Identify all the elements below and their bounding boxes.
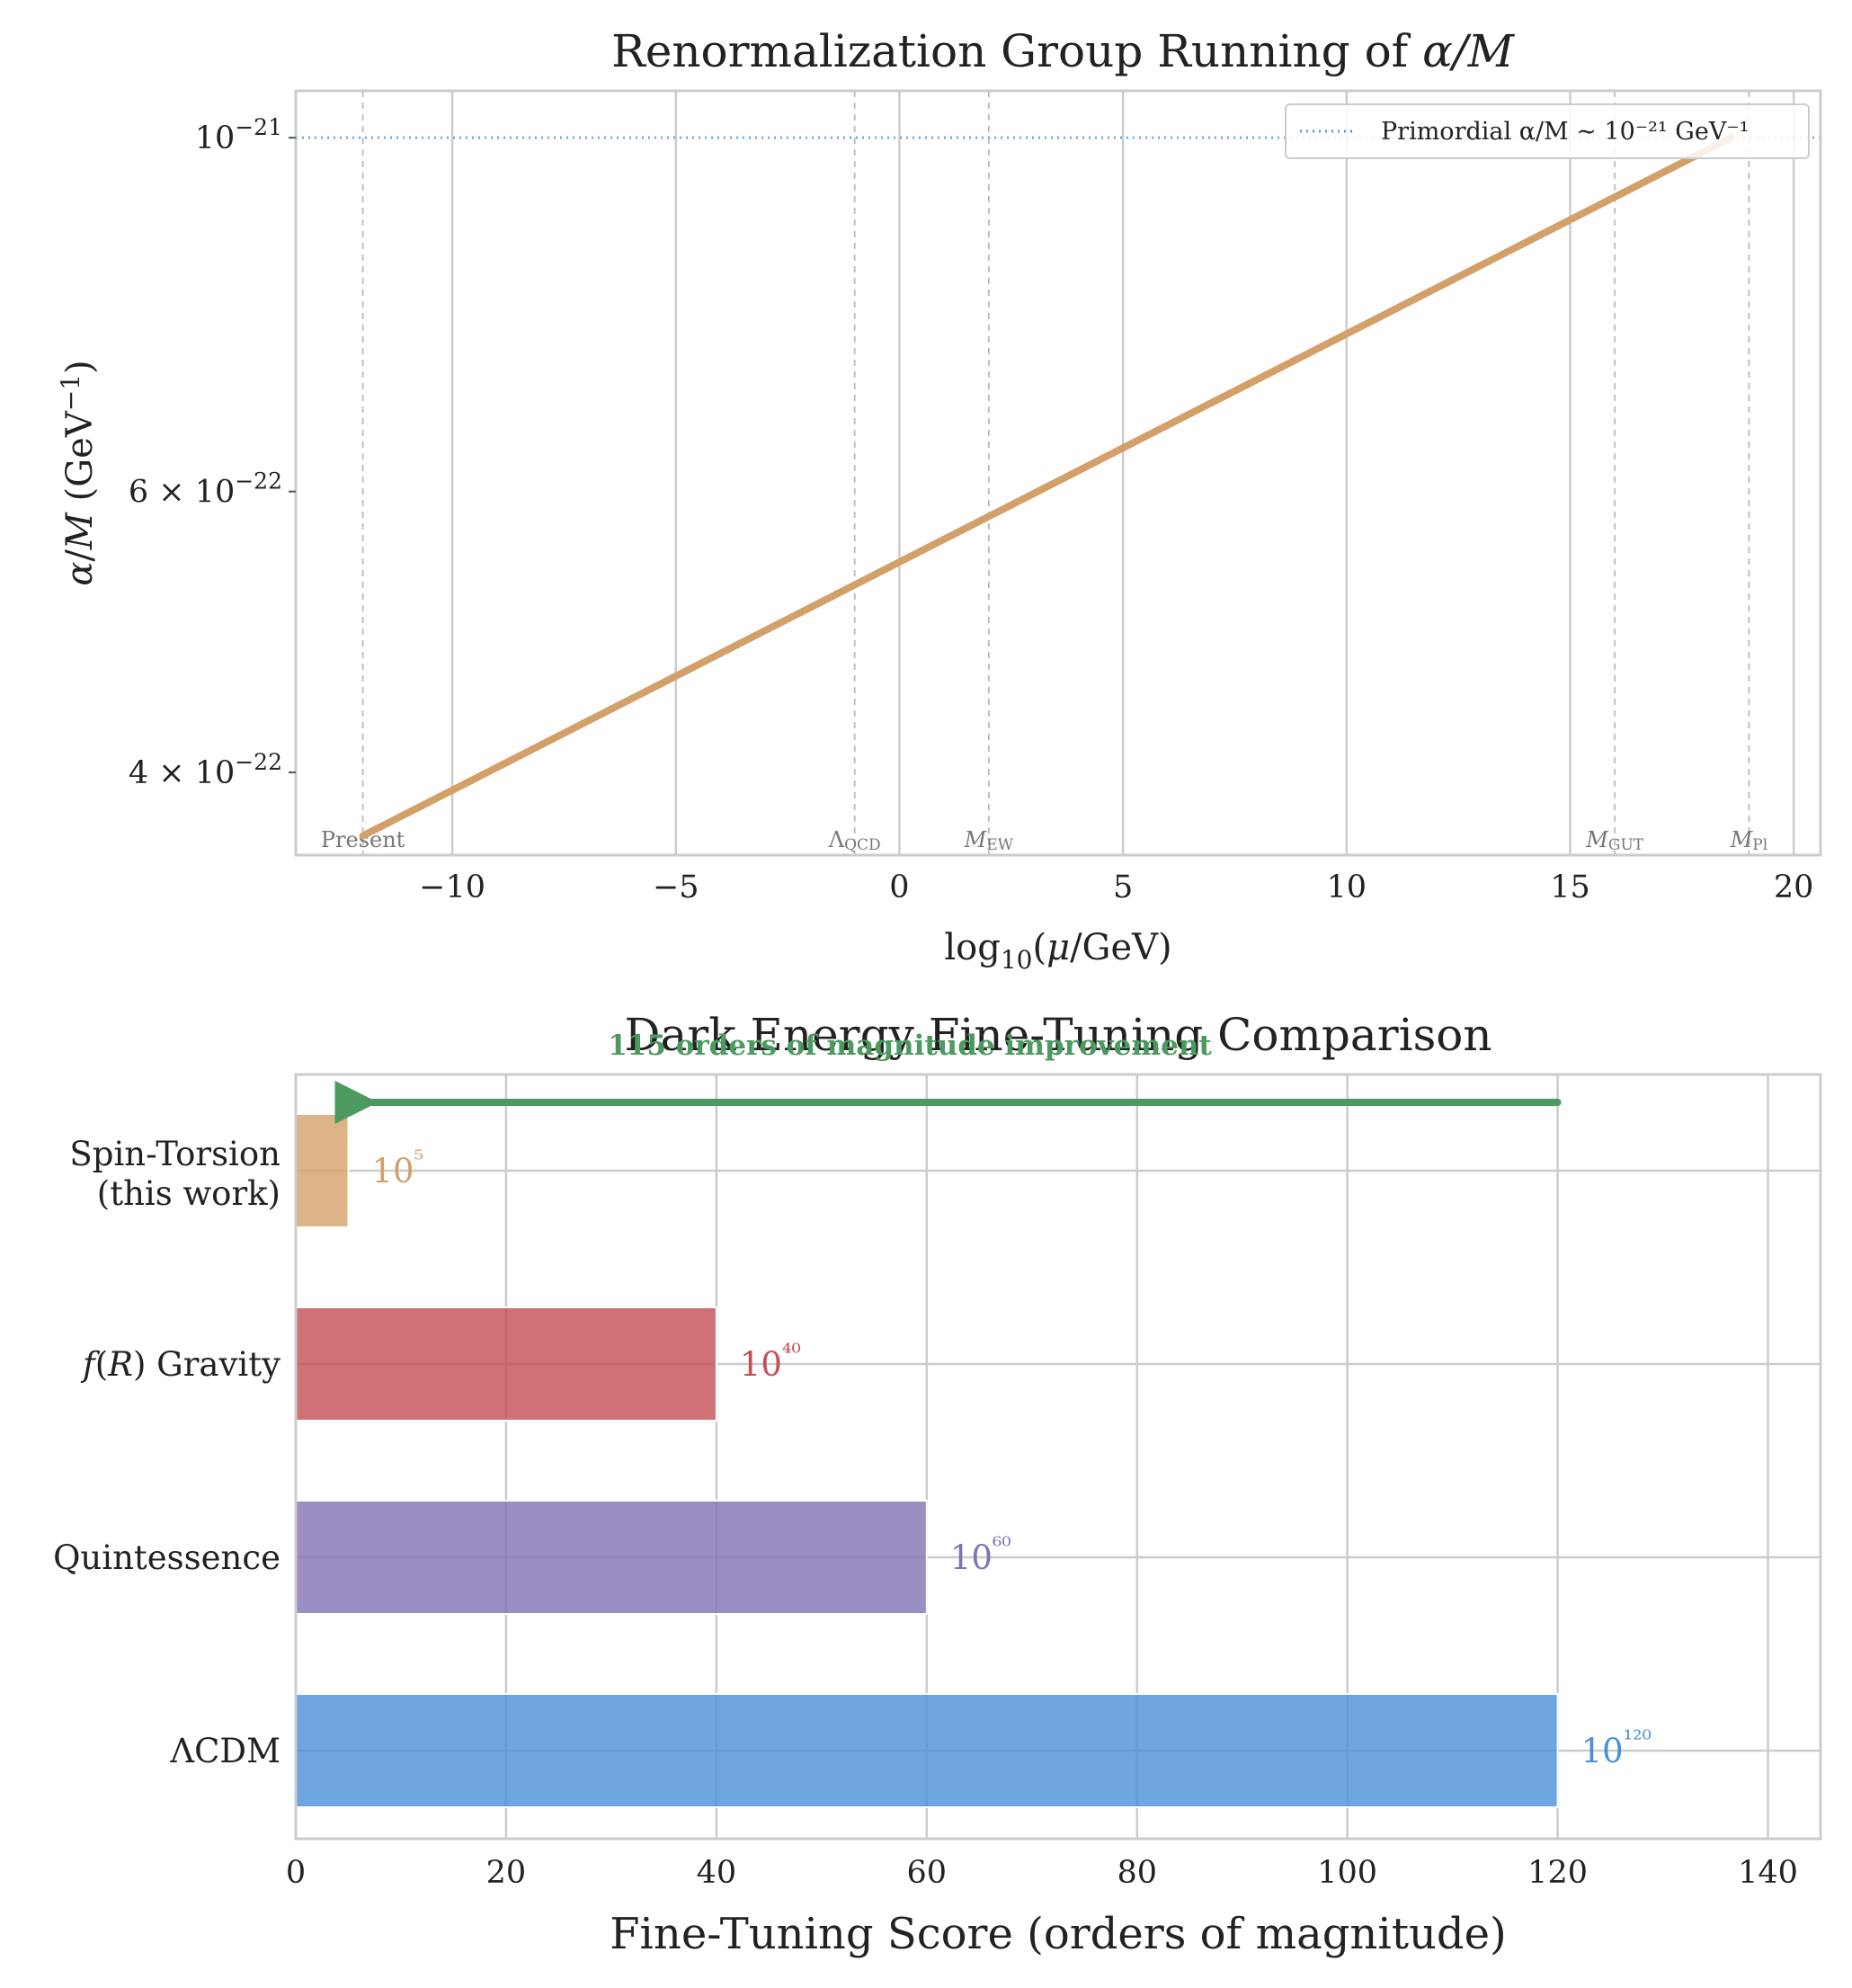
rg-x-tick-label: 15: [1550, 869, 1590, 905]
bar-category-label: Quintessence: [53, 1538, 280, 1577]
bar-value-label: 10⁴⁰: [740, 1340, 801, 1384]
scale-marker-label: MGUT: [1585, 827, 1643, 854]
fine-tuning-bar: [295, 1113, 350, 1228]
bar-category-label: Spin-Torsion (this work): [69, 1135, 280, 1213]
rg-chart-y-label: α/M (GeV−1): [56, 360, 101, 585]
rg-chart-title-math: α/M: [1422, 25, 1516, 77]
bar-value-label: 10¹²⁰: [1581, 1726, 1652, 1770]
scale-marker-label: MEW: [964, 827, 1014, 854]
fine-tuning-chart: 10⁵ 10⁴⁰ 10⁶⁰ 10¹²⁰ Dark Energy Fine-Tuning…: [53, 1009, 1822, 1959]
bar-category-label: ΛCDM: [169, 1732, 280, 1770]
fine-tuning-bar: [295, 1306, 717, 1422]
bar-category-label: f(R) Gravity: [80, 1345, 280, 1384]
rg-x-tick-label: −10: [419, 869, 485, 905]
rg-chart-title: Renormalization Group Running of α/M: [611, 25, 1516, 77]
rg-running-chart: Renormalization Group Running of α/M Pre…: [56, 25, 1822, 975]
fine-tuning-x-tick-label: 140: [1738, 1855, 1798, 1891]
rg-chart-scale-markers: Present ΛQCD MEW MGUT MPl: [321, 91, 1767, 855]
rg-chart-plot-frame: [294, 89, 1822, 857]
improvement-annotation: 115 orders of magnitude improvement: [608, 1030, 1212, 1062]
fine-tuning-x-tick-labels: 0 20 40 60 80 100 120 140: [286, 1855, 1798, 1891]
bar-value-label: 10⁶⁰: [950, 1533, 1011, 1577]
rg-x-tick-label: 5: [1113, 869, 1133, 905]
legend: Primordial α/M ∼ 10⁻²¹ GeV⁻¹: [1285, 103, 1810, 159]
fine-tuning-x-tick-label: 20: [486, 1855, 527, 1891]
rg-y-tick-label: 6 × 10−22: [129, 468, 282, 511]
scale-marker-label: Present: [321, 827, 405, 852]
rg-x-tick-label: −5: [653, 869, 699, 905]
fine-tuning-bar: [295, 1500, 928, 1615]
fine-tuning-x-tick-label: 120: [1527, 1855, 1588, 1891]
fine-tuning-category-labels: Spin-Torsion (this work) f(R) Gravity Quint…: [53, 1135, 280, 1770]
rg-chart-title-text: Renormalization Group Running of: [611, 25, 1422, 77]
scale-marker-label: ΛQCD: [828, 827, 881, 854]
rg-x-tick-label: 10: [1327, 869, 1367, 905]
rg-chart-y-tick-labels: 10−21 6 × 10−22 4 × 10−22: [129, 114, 296, 791]
rg-y-tick-label: 4 × 10−22: [129, 749, 282, 791]
rg-x-tick-label: 20: [1774, 869, 1814, 905]
fine-tuning-bar: [295, 1693, 1559, 1808]
legend-label: Primordial α/M ∼ 10⁻²¹ GeV⁻¹: [1381, 118, 1749, 146]
fine-tuning-x-tick-label: 100: [1317, 1855, 1377, 1891]
fine-tuning-x-tick-label: 0: [286, 1855, 306, 1891]
rg-y-tick-label: 10−21: [195, 114, 282, 156]
fine-tuning-chart-title: Dark Energy Fine-Tuning Comparison: [624, 1009, 1491, 1061]
fine-tuning-x-tick-label: 60: [907, 1855, 948, 1891]
bar-value-label: 10⁵: [371, 1146, 423, 1190]
legend-box: [1285, 103, 1810, 159]
fine-tuning-x-tick-label: 80: [1117, 1855, 1157, 1891]
fine-tuning-plot-frame: [294, 1073, 1822, 1841]
scale-marker-label: MPl: [1730, 827, 1767, 854]
rg-chart-x-tick-labels: −10 −5 0 5 10 15 20: [419, 869, 1813, 905]
rg-running-line: [359, 134, 1735, 840]
rg-x-tick-label: 0: [889, 869, 909, 905]
fine-tuning-bars: [295, 1113, 1559, 1808]
fine-tuning-x-tick-label: 40: [697, 1855, 737, 1891]
rg-chart-x-label: log10(μ/GeV): [944, 927, 1171, 975]
fine-tuning-value-labels: 10⁵ 10⁴⁰ 10⁶⁰ 10¹²⁰: [371, 1146, 1651, 1770]
fine-tuning-x-label: Fine-Tuning Score (orders of magnitude): [610, 1909, 1507, 1959]
